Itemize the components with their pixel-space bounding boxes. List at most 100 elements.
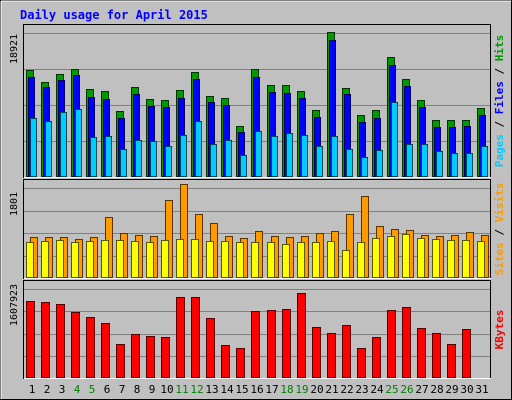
panel-visits-legend: Sites / Visits [493,183,506,276]
x-tick-label-21: 21 [325,383,338,396]
bar-sites-day-4 [71,242,79,278]
bar-pages-day-23 [361,157,368,177]
bar-sites-day-15 [236,242,244,278]
bar-sites-day-28 [432,239,440,278]
legend-files: Files [493,81,506,114]
bar-pages-day-28 [436,151,443,177]
bar-kbytes-day-13 [206,318,215,378]
bar-kbytes-day-16 [251,311,260,378]
panel-kbytes-max-label: 1607923 [9,284,20,326]
x-tick-label-14: 14 [220,383,234,396]
panel-hits: 18921 Pages / Files / Hits [9,24,506,178]
x-tick-label-15: 15 [235,383,248,396]
bar-kbytes-day-28 [432,333,441,378]
legend-separator: / [493,114,506,134]
bar-kbytes-day-25 [387,310,396,378]
panel-hits-legend: Pages / Files / Hits [493,35,506,168]
bar-kbytes-day-9 [146,336,155,378]
bar-sites-day-26 [402,234,410,278]
bar-sites-day-9 [146,242,154,278]
bar-kbytes-day-3 [56,304,65,378]
bar-kbytes-day-29 [447,344,456,378]
x-tick-label-4: 4 [74,383,81,396]
legend-separator: / [493,222,506,242]
bar-pages-day-16 [255,131,262,177]
bar-kbytes-day-23 [357,348,366,378]
bar-sites-day-13 [206,241,214,278]
bar-sites-day-27 [417,238,425,278]
panel-kbytes-legend: KBytes [493,310,506,350]
x-tick-label-10: 10 [160,383,173,396]
bar-pages-day-31 [481,146,488,177]
legend-kbytes: KBytes [493,310,506,350]
x-tick-label-20: 20 [310,383,323,396]
x-tick-label-19: 19 [295,383,308,396]
bar-kbytes-day-14 [221,345,230,378]
x-tick-label-30: 30 [460,383,473,396]
bar-kbytes-day-4 [71,312,80,378]
x-tick-label-22: 22 [340,383,353,396]
bar-pages-day-19 [301,135,308,177]
bar-pages-day-17 [271,136,278,177]
legend-hits: Hits [493,35,506,62]
bar-pages-day-12 [195,121,202,177]
legend-pages: Pages [493,134,506,167]
bar-kbytes-day-21 [327,333,336,378]
bar-sites-day-14 [221,241,229,278]
chart-title: Daily usage for April 2015 [20,8,208,22]
bar-kbytes-day-26 [402,307,411,378]
bar-kbytes-day-2 [41,302,50,378]
bar-pages-day-14 [225,140,232,177]
bar-sites-day-22 [342,250,350,278]
x-tick-label-24: 24 [370,383,384,396]
x-tick-label-12: 12 [190,383,203,396]
bar-sites-day-16 [251,242,259,278]
bar-pages-day-1 [30,118,37,177]
bar-sites-day-18 [282,244,290,278]
x-tick-label-2: 2 [44,383,51,396]
bar-pages-day-9 [150,141,157,177]
bar-sites-day-7 [116,240,124,278]
bar-kbytes-day-22 [342,325,351,378]
bar-sites-day-19 [297,242,305,278]
bar-pages-day-8 [135,140,142,177]
bar-sites-day-21 [327,241,335,278]
x-tick-label-16: 16 [250,383,263,396]
bar-sites-day-23 [357,242,365,278]
series-sites [26,234,485,278]
bar-sites-day-25 [387,236,395,278]
panel-visits: 1801 Sites / Visits [9,179,506,279]
bar-kbytes-day-17 [267,310,276,378]
x-tick-label-11: 11 [175,383,188,396]
panel-visits-max-label: 1801 [9,192,20,216]
bar-sites-day-6 [101,240,109,278]
bar-pages-day-30 [466,153,473,177]
bar-pages-day-18 [286,133,293,177]
bar-kbytes-day-27 [417,328,426,378]
bar-pages-day-20 [316,146,323,177]
x-tick-label-13: 13 [205,383,218,396]
bar-sites-day-29 [447,240,455,278]
bar-kbytes-day-30 [462,329,471,378]
series-kbytes [26,293,471,378]
bar-kbytes-day-15 [236,348,245,378]
bar-sites-day-11 [176,239,184,278]
bar-sites-day-20 [312,242,320,278]
bar-pages-day-4 [75,109,82,177]
x-tick-label-1: 1 [29,383,36,396]
bar-sites-day-2 [41,241,49,278]
chart-panels: 18921 Pages / Files / Hits 1801 Sites / Vis… [9,24,506,379]
panel-kbytes: 1607923 KBytes [9,280,506,379]
bar-kbytes-day-8 [131,334,140,378]
bar-sites-day-5 [86,241,94,278]
bar-kbytes-day-12 [191,297,200,378]
bar-pages-day-25 [391,102,398,177]
bar-pages-day-11 [180,135,187,177]
bar-sites-day-8 [131,241,139,278]
bar-pages-day-15 [240,155,247,177]
x-tick-label-7: 7 [119,383,126,396]
bar-sites-day-3 [56,240,64,278]
bar-pages-day-26 [406,144,413,177]
x-tick-label-31: 31 [475,383,488,396]
